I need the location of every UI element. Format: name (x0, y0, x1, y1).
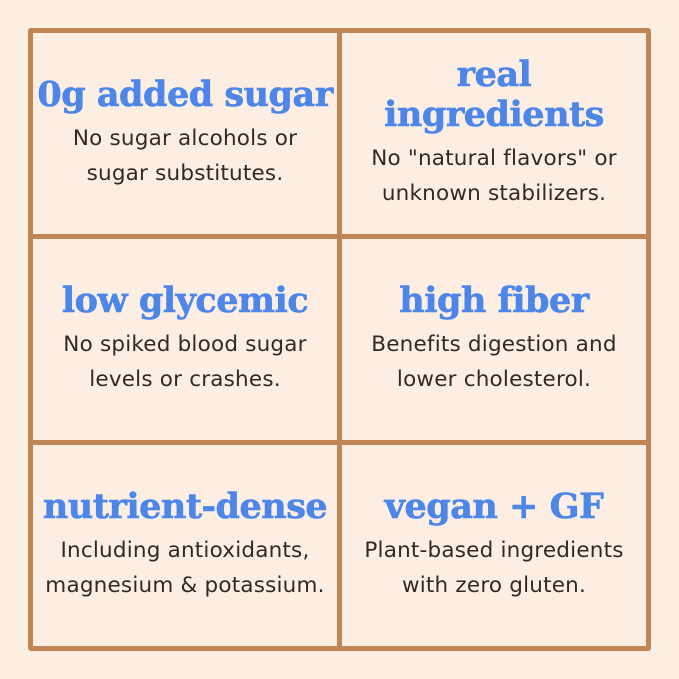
benefit-description: Benefits digestion and lower cholesterol… (371, 328, 616, 398)
benefit-cell-low-glycemic: low glycemic No spiked blood sugar level… (33, 239, 337, 440)
benefit-description-line: magnesium & potassium. (45, 573, 325, 599)
benefit-description-line: lower cholesterol. (396, 367, 592, 393)
benefit-description-line: No sugar alcohols or (72, 126, 298, 152)
benefit-description-line: unknown stabilizers. (381, 181, 607, 207)
benefit-heading: real ingredients (384, 53, 605, 136)
benefit-description-line: No "natural flavors" or (371, 146, 617, 172)
benefit-description: Including antioxidants, magnesium & pota… (45, 534, 324, 604)
benefit-cell-real-ingredients: real ingredients No "natural flavors" or… (342, 33, 646, 234)
benefit-description-line: with zero gluten. (401, 573, 587, 599)
benefit-cell-nutrient-dense: nutrient-dense Including antioxidants, m… (33, 445, 337, 646)
benefit-description: No sugar alcohols or sugar substitutes. (73, 122, 297, 192)
benefit-description: No spiked blood sugar levels or crashes. (63, 328, 306, 398)
benefit-description-line: Plant-based ingredients (364, 538, 624, 564)
benefit-description-line: No spiked blood sugar (63, 332, 307, 358)
benefit-cell-vegan-gf: vegan + GF Plant-based ingredients with … (342, 445, 646, 646)
benefit-description-line: Including antioxidants, (60, 538, 310, 564)
benefit-heading: high fiber (399, 280, 589, 322)
benefit-heading: 0g added sugar (37, 74, 333, 116)
benefit-description-line: Benefits digestion and (371, 332, 617, 358)
benefit-heading: vegan + GF (384, 486, 604, 528)
benefit-description-line: levels or crashes. (89, 367, 281, 393)
benefit-heading: nutrient-dense (42, 486, 328, 528)
benefit-heading: low glycemic (61, 280, 309, 322)
benefit-description: Plant-based ingredients with zero gluten… (364, 534, 623, 604)
benefit-description-line: sugar substitutes. (86, 161, 284, 187)
benefits-grid: 0g added sugar No sugar alcohols or suga… (28, 28, 651, 651)
benefit-cell-high-fiber: high fiber Benefits digestion and lower … (342, 239, 646, 440)
benefit-cell-zero-added-sugar: 0g added sugar No sugar alcohols or suga… (33, 33, 337, 234)
benefit-description: No "natural flavors" or unknown stabiliz… (371, 142, 617, 212)
